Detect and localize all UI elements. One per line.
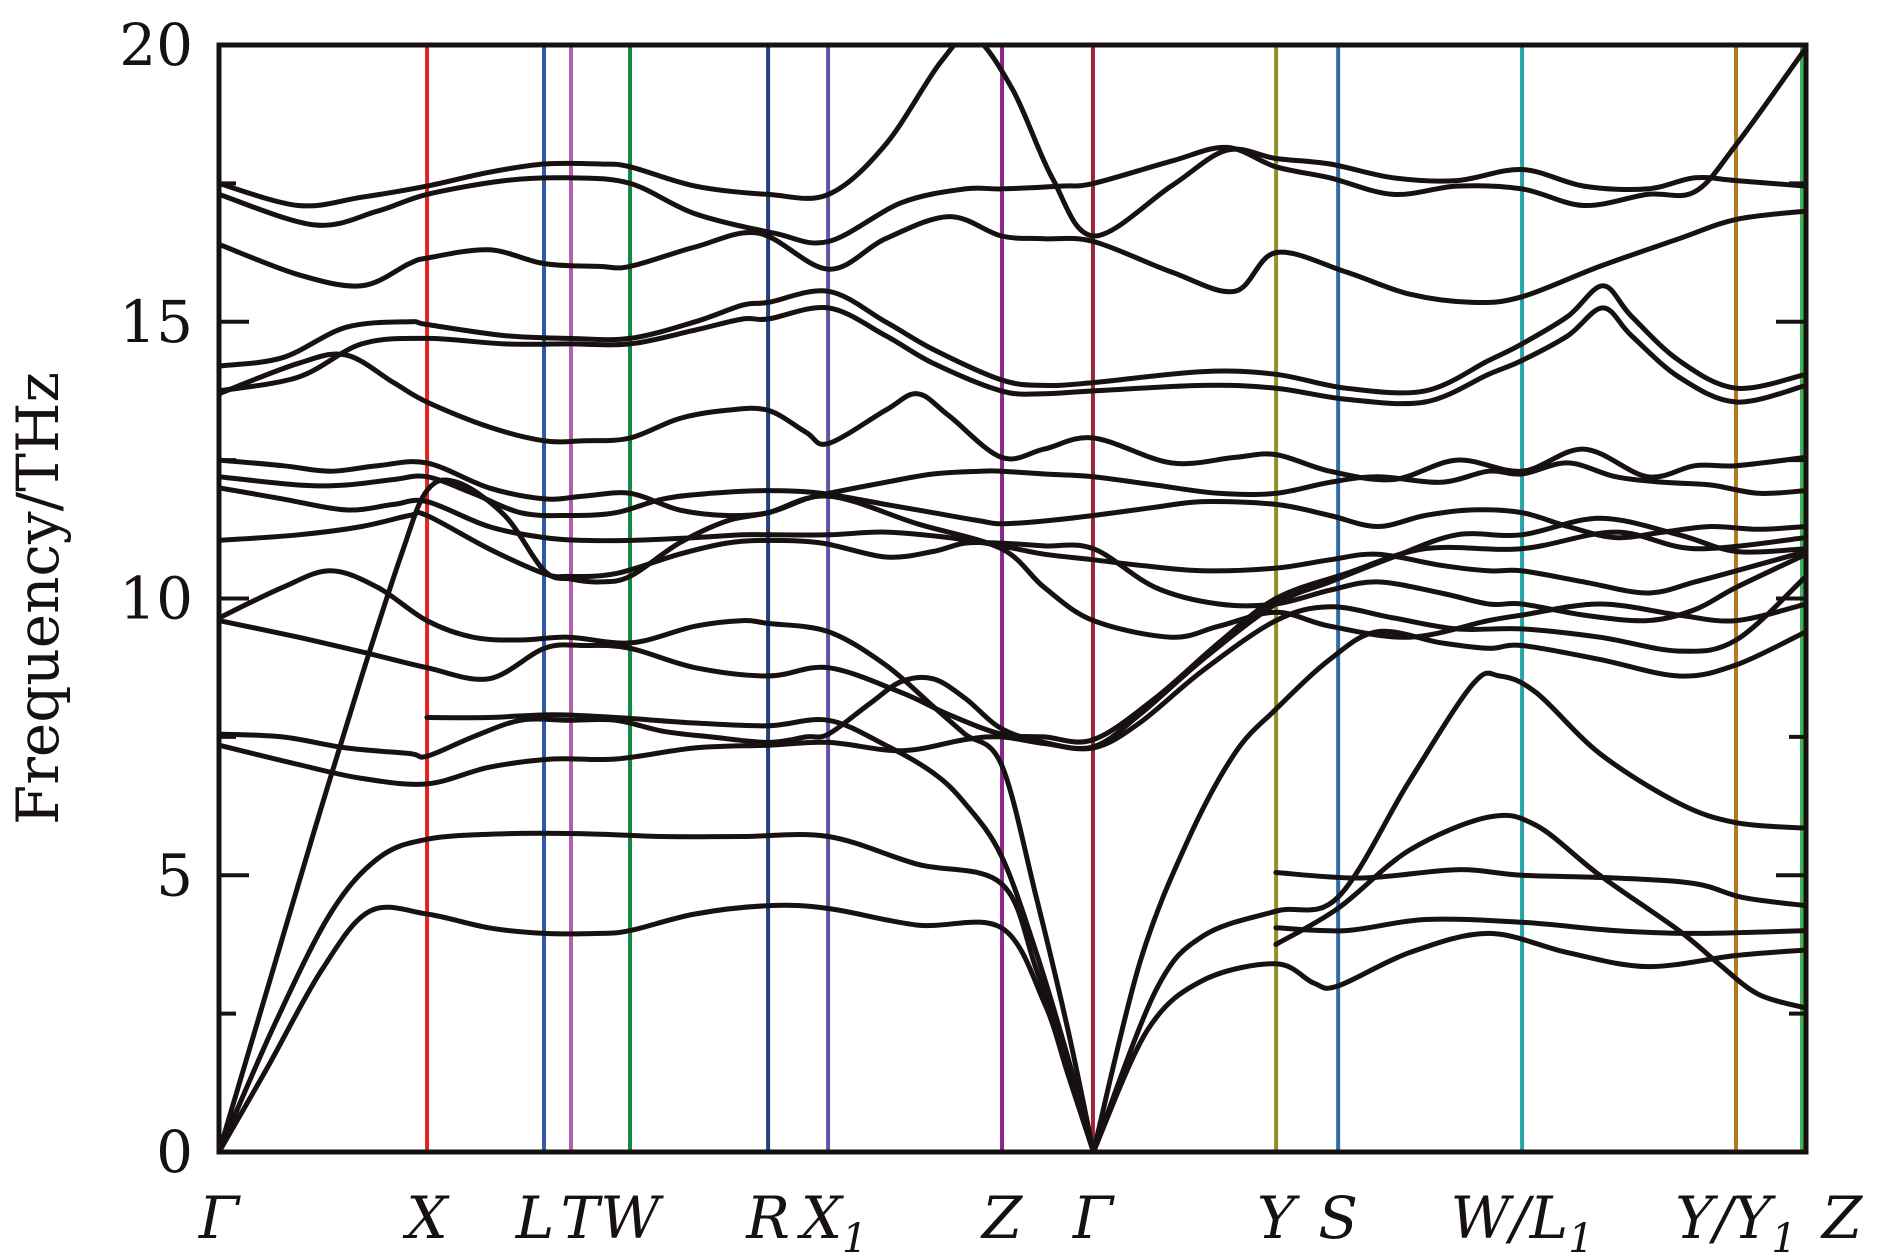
band-curve-16 — [219, 830, 1096, 1152]
x-label-3-T: T — [561, 1184, 604, 1252]
x-label-1-X: X — [402, 1184, 450, 1252]
band-curve-21 — [1090, 930, 1806, 1152]
y-axis-ticks — [219, 43, 1806, 1154]
band-curve-5 — [219, 351, 1806, 483]
x-label-7-Z: Z — [980, 1184, 1024, 1252]
x-label-2-L: L — [515, 1184, 555, 1252]
x-label-5-R: R — [745, 1184, 790, 1252]
plot-border — [216, 42, 1809, 1155]
x-label-11-WL1: W/L1 — [1451, 1184, 1594, 1252]
band-curve-10 — [219, 568, 1096, 1152]
band-curve-17 — [219, 902, 1096, 1152]
band-curve-3 — [219, 283, 1806, 396]
band-curve-11 — [219, 529, 1806, 745]
band-curve-22 — [1273, 867, 1806, 909]
band-curve-18 — [1090, 628, 1806, 1152]
band-curve-20 — [1273, 812, 1806, 1011]
x-label-9-Y: Y — [1257, 1184, 1300, 1252]
band-curve-1 — [219, 45, 1806, 246]
band-curve-23 — [1273, 916, 1806, 936]
band-curve-4 — [219, 304, 1806, 407]
x-label-8-: Γ — [1072, 1184, 1115, 1252]
band-curve-7 — [219, 473, 1806, 541]
y-tick-label-5: 5 — [156, 841, 193, 909]
band-curve-13 — [219, 515, 1806, 787]
y-tick-label-0: 0 — [156, 1118, 193, 1186]
band-curve-19 — [1090, 670, 1806, 1152]
x-label-12-YY1: Y/Y1 — [1675, 1184, 1797, 1252]
x-label-0-: Γ — [198, 1184, 241, 1252]
y-tick-label-10: 10 — [119, 565, 193, 633]
x-label-13-Z: Z — [1820, 1184, 1864, 1252]
x-label-6-X1: X1 — [797, 1184, 868, 1252]
band-curve-6 — [219, 457, 1806, 519]
band-curve-0 — [219, 45, 1806, 239]
band-curve-14 — [424, 712, 1096, 1152]
band-curves — [219, 45, 1806, 1152]
y-tick-label-15: 15 — [119, 288, 193, 356]
band-curve-2 — [219, 208, 1806, 306]
x-label-4-W: W — [600, 1184, 664, 1252]
band-curve-8 — [219, 485, 1806, 596]
y-tick-label-20: 20 — [119, 11, 193, 79]
y-axis-title: Frequency/THz — [4, 372, 72, 825]
x-label-10-S: S — [1318, 1184, 1358, 1252]
band-curve-15 — [219, 477, 1806, 1152]
band-curve-12 — [219, 573, 1806, 760]
